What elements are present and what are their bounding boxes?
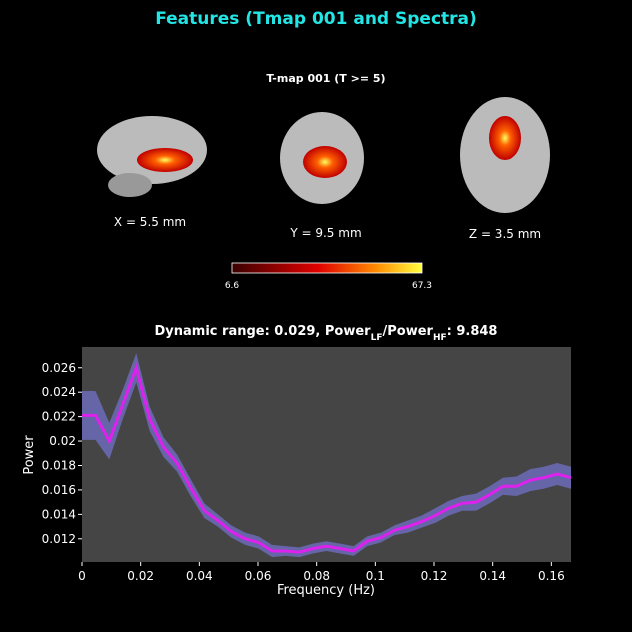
colorbar-max: 67.3 <box>412 281 432 291</box>
y-tick-label: 0.012 <box>42 532 76 546</box>
view-label: Y = 9.5 mm <box>289 226 361 240</box>
title-part: LF <box>371 333 383 343</box>
title-part: HF <box>433 333 447 343</box>
y-axis-label: Power <box>22 435 37 475</box>
colorbar <box>231 262 423 274</box>
x-tick-label: 0 <box>78 569 86 583</box>
y-tick-label: 0.016 <box>42 483 76 497</box>
x-tick-label: 0.08 <box>303 569 330 583</box>
x-tick-label: 0.14 <box>479 569 506 583</box>
x-axis-label: Frequency (Hz) <box>277 583 375 598</box>
x-tick-label: 0.04 <box>186 569 213 583</box>
y-tick-label: 0.022 <box>42 410 76 424</box>
brain-coronal <box>280 112 364 204</box>
colorbar-min: 6.6 <box>225 281 240 291</box>
brain-axial <box>460 97 550 213</box>
plot-area <box>82 347 571 562</box>
x-tick-label: 0.06 <box>245 569 272 583</box>
x-tick-label: 0.1 <box>366 569 385 583</box>
view-label: Z = 3.5 mm <box>469 227 541 241</box>
y-tick-label: 0.02 <box>49 434 76 448</box>
x-tick-label: 0.16 <box>538 569 565 583</box>
figure-title: Features (Tmap 001 and Spectra) <box>155 9 477 29</box>
mean-line <box>82 362 572 554</box>
y-tick-label: 0.026 <box>42 361 76 375</box>
x-tick-label: 0.02 <box>127 569 154 583</box>
title-part: /Power <box>382 324 433 339</box>
y-tick-label: 0.014 <box>42 507 76 521</box>
x-tick-label: 0.12 <box>421 569 448 583</box>
view-label: X = 5.5 mm <box>114 215 186 229</box>
tmap-title: T-map 001 (T >= 5) <box>266 72 385 85</box>
y-tick-label: 0.018 <box>42 458 76 472</box>
error-band <box>82 353 571 558</box>
chart-title: Dynamic range: 0.029, PowerLF/PowerHF: 9… <box>155 324 498 343</box>
brain-sagittal <box>97 116 207 197</box>
title-part: Dynamic range: 0.029, Power <box>155 324 372 339</box>
y-tick-label: 0.024 <box>42 385 76 399</box>
title-part: : 9.848 <box>447 324 498 339</box>
